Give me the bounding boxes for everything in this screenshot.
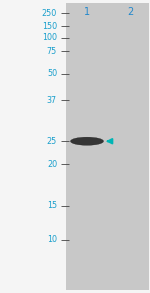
Text: 250: 250 [42, 9, 57, 18]
Text: 20: 20 [47, 160, 57, 168]
Text: 2: 2 [127, 7, 134, 17]
Bar [112, 3, 148, 290]
Text: 37: 37 [47, 96, 57, 105]
Text: 150: 150 [42, 22, 57, 31]
Text: 25: 25 [47, 137, 57, 146]
Text: 50: 50 [47, 69, 57, 78]
Bar [69, 3, 105, 290]
Bar [66, 3, 148, 290]
Text: 10: 10 [47, 235, 57, 244]
Text: 75: 75 [47, 47, 57, 56]
Text: 1: 1 [84, 7, 90, 17]
Text: 100: 100 [42, 33, 57, 42]
Text: 15: 15 [47, 201, 57, 210]
Ellipse shape [70, 137, 104, 145]
